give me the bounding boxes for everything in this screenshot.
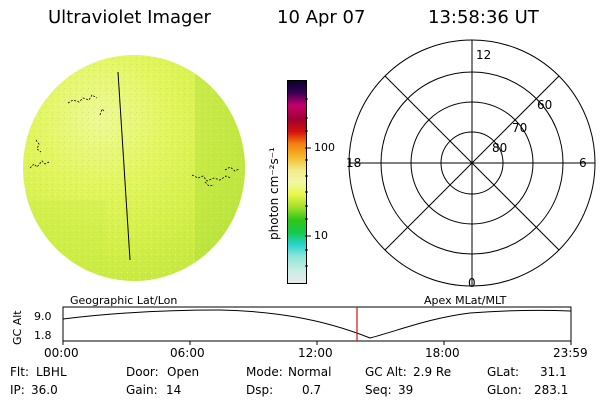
status-door-label: Door: [126, 365, 159, 379]
altitude-xtick-0: 00:00 [44, 346, 79, 360]
altitude-xtick-4: 23:59 [553, 346, 588, 360]
status-ip-label: IP: [10, 383, 25, 397]
altitude-ytick-low: 1.8 [34, 329, 52, 342]
status-gcalt-value: 2.9 Re [413, 365, 452, 379]
polar-ring-label-60: 60 [537, 98, 553, 112]
altitude-curve [62, 309, 572, 339]
status-ip-value: 36.0 [31, 383, 58, 397]
colorbar-tick-100: 100 [314, 141, 335, 154]
status-seq-value: 39 [398, 383, 414, 397]
status-glon-value: 283.1 [534, 383, 569, 397]
status-mode-value: Normal [288, 365, 332, 379]
time-label: 13:58:36 UT [428, 7, 539, 28]
altitude-xtick-2: 12:00 [298, 346, 333, 360]
altitude-plot-frame [62, 306, 572, 342]
altitude-left-title: Geographic Lat/Lon [70, 294, 178, 307]
polar-label-top: 12 [476, 48, 492, 62]
status-mode-label: Mode: [246, 365, 283, 379]
colorbar-tick-10: 10 [314, 229, 328, 242]
status-glat-value: 31.1 [540, 365, 567, 379]
status-glon-label: GLon: [487, 383, 522, 397]
polar-ring-label-70: 70 [512, 121, 528, 135]
status-flt-value: LBHL [36, 365, 67, 379]
status-glat-label: GLat: [487, 365, 520, 379]
date-label: 10 Apr 07 [277, 7, 366, 28]
polar-label-left: 18 [346, 156, 362, 170]
status-gain-label: Gain: [126, 383, 158, 397]
status-dsp-value: 0.7 [302, 383, 322, 397]
altitude-xtick-3: 18:00 [425, 346, 460, 360]
coastline-overlay [29, 94, 240, 187]
polar-diagonal-2 [384, 75, 560, 251]
altitude-ytick-high: 9.0 [34, 310, 52, 323]
status-seq-label: Seq: [365, 383, 392, 397]
status-flt-label: Flt: [10, 365, 29, 379]
polar-label-bottom: 0 [468, 276, 476, 290]
altitude-right-title: Apex MLat/MLT [424, 294, 507, 307]
colorbar [287, 80, 307, 284]
app-title: Ultraviolet Imager [48, 7, 211, 28]
meridian-line [117, 71, 131, 261]
status-gain-value: 14 [166, 383, 182, 397]
colorbar-gradient [288, 81, 306, 283]
polar-ring-label-80: 80 [492, 141, 508, 155]
altitude-xtick-1: 06:00 [170, 346, 205, 360]
status-gcalt-label: GC Alt: [365, 365, 407, 379]
polar-label-right: 6 [579, 156, 587, 170]
status-dsp-label: Dsp: [246, 383, 274, 397]
status-door-value: Open [167, 365, 200, 379]
